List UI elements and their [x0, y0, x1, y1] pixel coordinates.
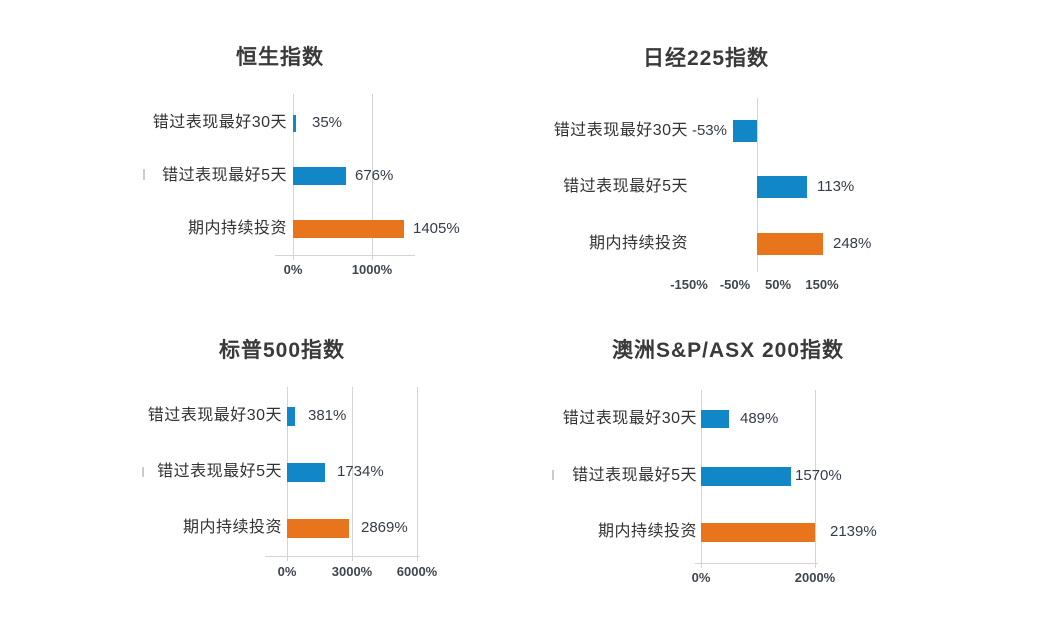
category-label: 错过表现最好30天	[562, 410, 697, 427]
category-label: 期内持续投资	[182, 519, 282, 536]
axis-tick	[293, 255, 294, 260]
category-label: 错过表现最好5天	[162, 167, 287, 184]
value-bar	[293, 115, 296, 132]
axis-tick-label: 1000%	[351, 262, 393, 277]
chart-hang-seng: 恒生指数错过表现最好30天 35% 错过表现最好5天 676% 期内持续投资 1405% 0…	[0, 0, 528, 309]
axis-tick-label: 0%	[283, 262, 303, 277]
chart-title: 日经225指数	[642, 47, 770, 70]
value-label: 676%	[355, 167, 394, 184]
axis-tick-label: 6000%	[396, 564, 438, 579]
value-bar	[293, 220, 404, 238]
value-label: 2139%	[830, 523, 877, 540]
category-label: 期内持续投资	[187, 220, 287, 237]
axis-gridline	[417, 387, 418, 556]
axis-gridline	[372, 94, 373, 255]
axis-tick-label: 150%	[805, 277, 839, 292]
axis-tick	[815, 563, 816, 568]
value-bar	[287, 407, 295, 426]
chart-nikkei-225: 日经225指数错过表现最好30天 -53% 错过表现最好5天 113% 期内持续投资 24…	[528, 0, 1056, 309]
category-label: 错过表现最好30天	[152, 114, 287, 131]
axis-tick-label: 3000%	[331, 564, 373, 579]
category-label: 错过表现最好30天	[147, 407, 282, 424]
axis-tick-label: -150%	[670, 277, 708, 292]
value-label: 381%	[308, 407, 347, 424]
value-bar	[733, 120, 757, 142]
chart-asx200: 澳洲S&P/ASX 200指数错过表现最好30天 489% 错过表现最好5天 1570…	[528, 309, 1056, 618]
value-label: 1734%	[337, 463, 384, 480]
value-label: 113%	[817, 178, 855, 195]
axis-tick	[287, 556, 288, 561]
value-label: 1405%	[413, 220, 460, 237]
value-label: 2869%	[361, 519, 408, 536]
value-label: 35%	[312, 114, 343, 131]
axis-tick-label: 0%	[691, 570, 711, 585]
axis-tick-label: 2000%	[794, 570, 836, 585]
value-bar	[757, 233, 823, 255]
category-label: 错过表现最好5天	[572, 467, 697, 484]
value-label: 1570%	[795, 467, 842, 484]
category-label: 错过表现最好5天	[563, 178, 688, 195]
value-label: 248%	[833, 235, 872, 252]
category-label: 错过表现最好30天	[553, 122, 688, 139]
axis-gridline	[352, 387, 353, 556]
value-label: 489%	[740, 410, 779, 427]
stray-tick-mark	[142, 467, 144, 477]
axis-tick-label: 50%	[764, 277, 792, 292]
value-bar	[293, 167, 346, 185]
category-label: 期内持续投资	[588, 235, 688, 252]
axis-tick	[701, 563, 702, 568]
value-bar	[287, 519, 349, 538]
chart-title: 澳洲S&P/ASX 200指数	[611, 339, 845, 362]
stray-tick-mark	[552, 470, 554, 480]
value-bar	[701, 410, 729, 428]
stray-tick-mark	[143, 169, 145, 180]
value-bar	[701, 467, 791, 486]
axis-line	[265, 556, 420, 557]
axis-tick	[352, 556, 353, 561]
axis-tick-label: 0%	[277, 564, 297, 579]
axis-tick-label: -50%	[719, 277, 751, 292]
value-bar	[701, 523, 815, 542]
value-bar	[287, 463, 325, 482]
chart-sp500: 标普500指数错过表现最好30天 381% 错过表现最好5天 1734% 期内持续投资 2…	[0, 309, 528, 618]
axis-line	[695, 563, 818, 564]
chart-title: 恒生指数	[236, 46, 324, 69]
value-bar	[757, 176, 807, 198]
axis-gridline	[815, 390, 816, 563]
axis-tick	[417, 556, 418, 561]
category-label: 错过表现最好5天	[157, 463, 282, 480]
category-label: 期内持续投资	[597, 523, 697, 540]
axis-line	[275, 255, 415, 256]
axis-tick	[372, 255, 373, 260]
value-label: -53%	[691, 122, 727, 139]
chart-title: 标普500指数	[218, 339, 346, 362]
